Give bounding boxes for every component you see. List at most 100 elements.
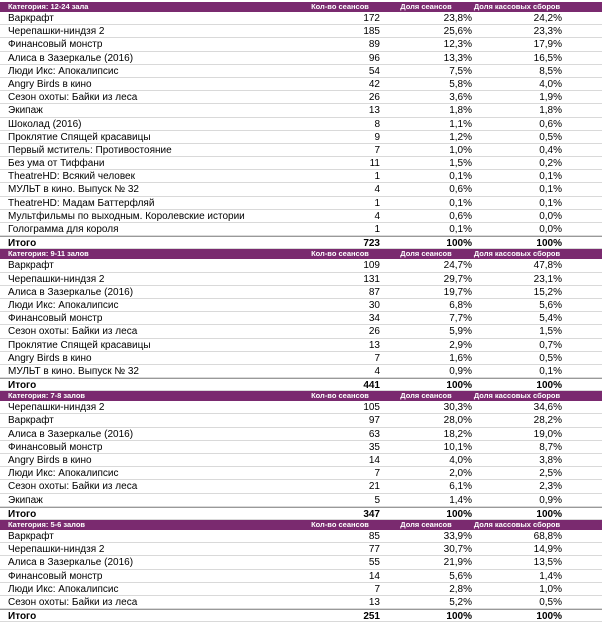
cell: Алиса в Зазеркалье (2016) bbox=[8, 52, 134, 64]
table-row: МУЛЬТ в кино. Выпуск № 32 4 0,6% 0,1% bbox=[0, 183, 602, 197]
cell: 13 bbox=[368, 339, 380, 351]
cell: 30,7% bbox=[443, 544, 472, 556]
cell: 1 bbox=[374, 224, 380, 235]
cell: 23,8% bbox=[443, 13, 472, 24]
cell: 109 bbox=[363, 260, 380, 272]
cell: 89 bbox=[368, 39, 380, 51]
cell: 33,9% bbox=[443, 530, 472, 542]
cell: Сезон охоты: Байки из леса bbox=[8, 481, 138, 493]
cell: 6,8% bbox=[449, 299, 472, 311]
cell: Кол-во сеансов bbox=[311, 249, 369, 259]
cell: 18,2% bbox=[443, 428, 472, 440]
cell: Люди Икс: Апокалипсис bbox=[8, 65, 119, 77]
cell: 23,1% bbox=[533, 273, 562, 285]
cell: Экипаж bbox=[8, 105, 43, 117]
cell: 100% bbox=[536, 611, 562, 622]
table-row: Финансовый монстр 35 10,1% 8,7% bbox=[0, 441, 602, 454]
table-row: Голограмма для короля 1 0,1% 0,0% bbox=[0, 223, 602, 237]
cell: Категория: 9-11 залов bbox=[8, 249, 89, 259]
table-row: Черепашки-ниндзя 2 131 29,7% 23,1% bbox=[0, 273, 602, 286]
cell: 0,1% bbox=[539, 184, 562, 196]
cell: 1,4% bbox=[539, 570, 562, 582]
table-row: Без ума от Тиффани 11 1,5% 0,2% bbox=[0, 157, 602, 171]
cell: 21,9% bbox=[443, 557, 472, 569]
cell: 0,1% bbox=[449, 197, 472, 209]
total-row: Итого 251 100% 100% bbox=[0, 609, 602, 623]
table-row: Люди Икс: Апокалипсис 7 2,0% 2,5% bbox=[0, 467, 602, 481]
cell: 85 bbox=[368, 530, 380, 542]
cell: Проклятие Спящей красавицы bbox=[8, 131, 151, 143]
cell: Категория: 5-6 залов bbox=[8, 519, 86, 529]
table-row: Angry Birds в кино 7 1,6% 0,5% bbox=[0, 352, 602, 365]
cell: Итого bbox=[8, 380, 37, 391]
table-row: Варкрафт 172 23,8% 24,2% bbox=[0, 12, 602, 26]
table-row: Проклятие Спящей красавицы 9 1,2% 0,5% bbox=[0, 131, 602, 144]
cell: 30 bbox=[368, 299, 380, 311]
cell: 1,0% bbox=[449, 144, 472, 156]
cell: 97 bbox=[368, 415, 380, 427]
table-row: Экипаж 13 1,8% 1,8% bbox=[0, 104, 602, 118]
cell: 2,5% bbox=[539, 468, 562, 480]
cell: Сезон охоты: Байки из леса bbox=[8, 596, 138, 608]
cell: Категория: 12-24 зала bbox=[8, 2, 89, 11]
cell: 13,5% bbox=[533, 557, 562, 569]
cell: 24,2% bbox=[533, 13, 562, 24]
section-header: Категория: 12-24 зала Кол-во сеансов Доля … bbox=[0, 2, 602, 12]
cell: 28,0% bbox=[443, 415, 472, 427]
cell: TheatreHD: Мадам Баттерфляй bbox=[8, 197, 155, 209]
cell: 0,5% bbox=[539, 131, 562, 143]
cell: 185 bbox=[363, 26, 380, 38]
cell: 0,1% bbox=[449, 224, 472, 235]
cell: 7 bbox=[374, 583, 380, 595]
cell: 6,1% bbox=[449, 481, 472, 493]
cell: 0,1% bbox=[539, 171, 562, 183]
cell: 14 bbox=[368, 570, 380, 582]
cell: Angry Birds в кино bbox=[8, 78, 92, 90]
section-header: Категория: 5-6 залов Кол-во сеансов Доля с… bbox=[0, 519, 602, 530]
table-row: Сезон охоты: Байки из леса 26 5,9% 1,5% bbox=[0, 325, 602, 339]
cell: 1,5% bbox=[449, 158, 472, 170]
cell: 723 bbox=[363, 238, 380, 249]
cell: 68,8% bbox=[533, 530, 562, 542]
cell: 47,8% bbox=[533, 260, 562, 272]
table-row: Сезон охоты: Байки из леса 21 6,1% 2,3% bbox=[0, 480, 602, 494]
cell: 4 bbox=[374, 184, 380, 196]
cell: 29,7% bbox=[443, 273, 472, 285]
table-row: Варкрафт 109 24,7% 47,8% bbox=[0, 259, 602, 273]
cell: Сезон охоты: Байки из леса bbox=[8, 92, 138, 104]
cell: 5,8% bbox=[449, 78, 472, 90]
cell: Без ума от Тиффани bbox=[8, 158, 105, 170]
cell: 1,6% bbox=[449, 352, 472, 364]
cell: 11 bbox=[369, 158, 380, 170]
table-row: Алиса в Зазеркалье (2016) 55 21,9% 13,5% bbox=[0, 556, 602, 570]
cell: 0,9% bbox=[539, 494, 562, 506]
table-row: Люди Икс: Апокалипсис 54 7,5% 8,5% bbox=[0, 65, 602, 78]
table-row: Черепашки-ниндзя 2 185 25,6% 23,3% bbox=[0, 25, 602, 39]
cell: 19,0% bbox=[533, 428, 562, 440]
cell: Люди Икс: Апокалипсис bbox=[8, 468, 119, 480]
cell: Финансовый монстр bbox=[8, 39, 103, 51]
cell: 0,6% bbox=[449, 184, 472, 196]
cell: 1,8% bbox=[449, 105, 472, 117]
cell: 13 bbox=[368, 105, 380, 117]
cell: Итого bbox=[8, 238, 37, 249]
cell: Финансовый монстр bbox=[8, 313, 103, 325]
cell: 77 bbox=[368, 544, 380, 556]
cell: Доля кассовых сборов bbox=[473, 2, 561, 11]
cell: 28,2% bbox=[533, 415, 562, 427]
table-row: Angry Birds в кино 14 4,0% 3,8% bbox=[0, 454, 602, 468]
cell: 1,0% bbox=[539, 583, 562, 595]
cell: 7 bbox=[374, 468, 380, 480]
cell: Алиса в Зазеркалье (2016) bbox=[8, 286, 134, 298]
cell: 100% bbox=[446, 611, 472, 622]
cell: Итого bbox=[8, 611, 37, 622]
cell: Шоколад (2016) bbox=[8, 118, 82, 130]
cell: 1 bbox=[374, 171, 380, 183]
cell: МУЛЬТ в кино. Выпуск № 32 bbox=[8, 365, 139, 377]
cell: 4 bbox=[374, 210, 380, 222]
cell: 23,3% bbox=[533, 26, 562, 38]
cell: Варкрафт bbox=[8, 260, 54, 272]
cell: 7,7% bbox=[449, 313, 472, 325]
cell: 172 bbox=[363, 13, 380, 24]
